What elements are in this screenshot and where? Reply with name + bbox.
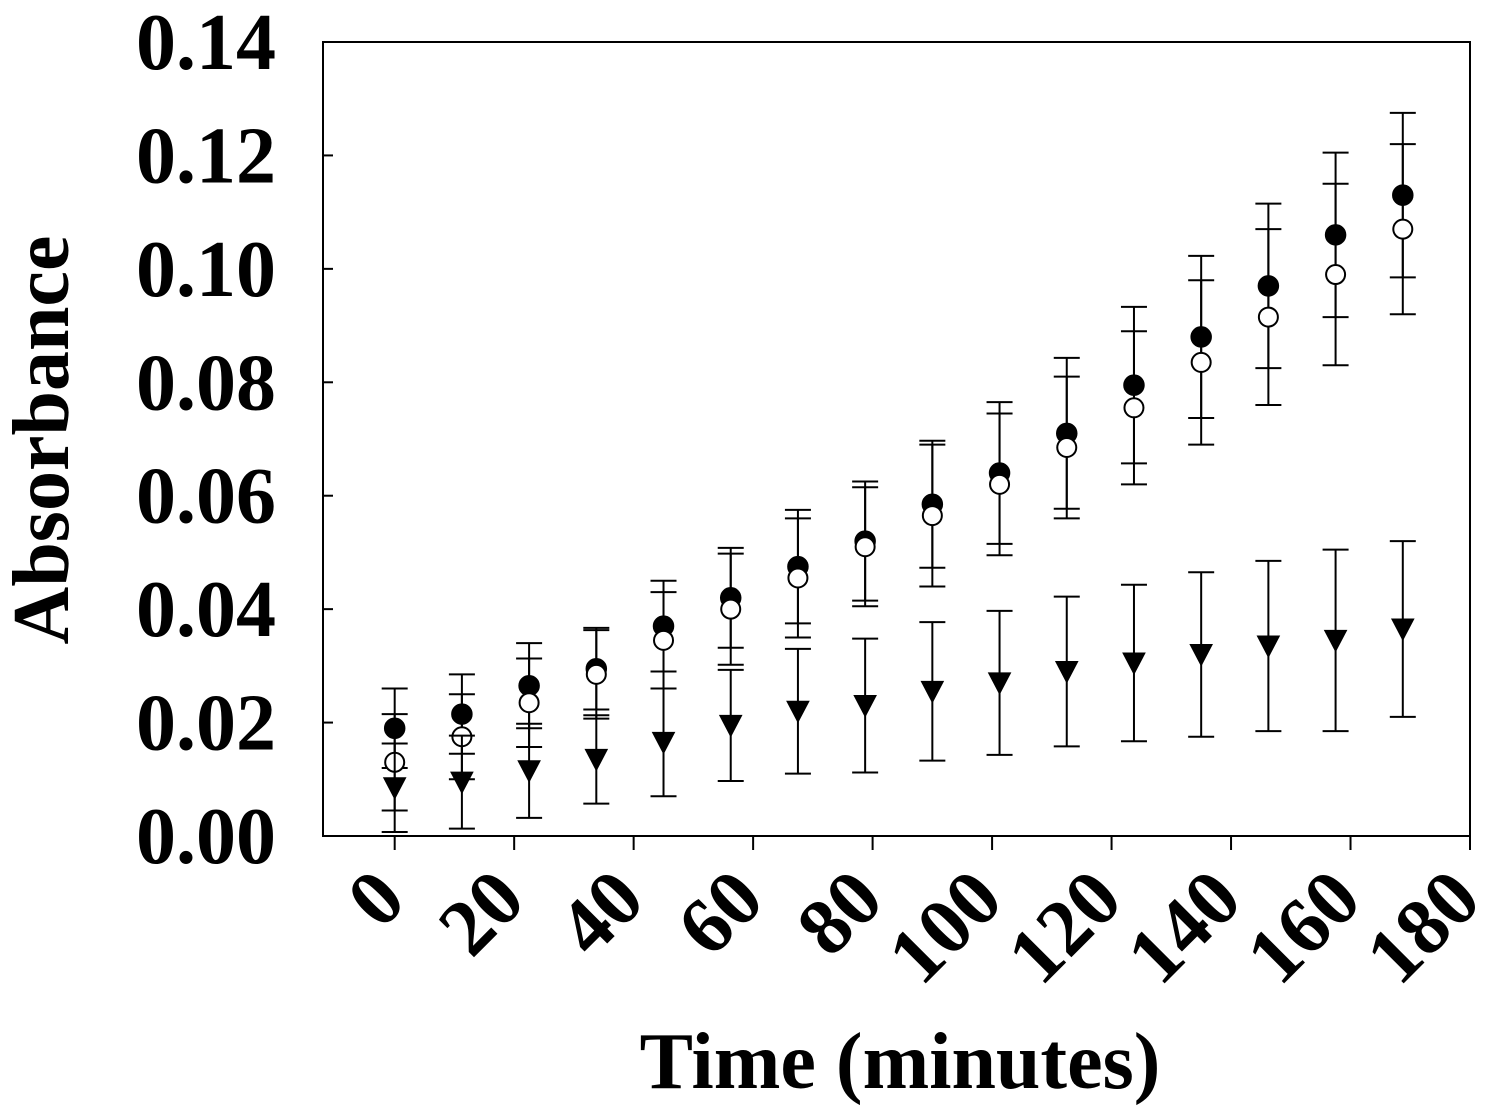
data-point-triangle bbox=[1122, 652, 1146, 676]
data-point-triangle bbox=[1054, 661, 1079, 684]
data-point-open-circle bbox=[1325, 264, 1347, 286]
data-point-open-circle bbox=[787, 567, 809, 589]
x-tick-label: 0 bbox=[331, 854, 422, 945]
data-point-triangle bbox=[584, 748, 609, 772]
data-point-triangle bbox=[450, 771, 474, 795]
data-point-triangle bbox=[853, 695, 877, 718]
x-tick-label: 20 bbox=[422, 854, 541, 973]
series-2 bbox=[381, 143, 1416, 812]
data-series bbox=[381, 111, 1416, 834]
data-point-open-circle bbox=[989, 473, 1011, 495]
x-tick-label: 80 bbox=[781, 854, 900, 973]
series-1 bbox=[381, 111, 1416, 769]
y-tick-label: 0.08 bbox=[136, 339, 276, 427]
y-tick-label: 0.14 bbox=[136, 0, 276, 87]
x-tick-label: 180 bbox=[1350, 854, 1497, 1001]
x-tick-label: 40 bbox=[542, 854, 661, 973]
data-point-open-circle bbox=[653, 629, 675, 651]
data-point-triangle bbox=[987, 672, 1012, 695]
data-point-open-circle bbox=[585, 663, 607, 685]
y-tick-label: 0.06 bbox=[136, 453, 276, 541]
data-point-triangle bbox=[786, 700, 810, 724]
data-point-open-circle bbox=[1257, 306, 1279, 328]
data-point-triangle bbox=[1390, 618, 1415, 642]
x-axis-title: Time (minutes) bbox=[640, 1018, 1161, 1106]
data-point-triangle bbox=[718, 714, 743, 738]
data-point-triangle bbox=[920, 680, 945, 704]
data-point-triangle bbox=[517, 760, 541, 783]
data-point-open-circle bbox=[1123, 397, 1145, 419]
y-axis: 0.00 0.02 0.04 0.06 0.08 0.10 0.12 0.14 bbox=[136, 0, 333, 881]
data-point-triangle bbox=[651, 731, 676, 755]
data-point-open-circle bbox=[720, 598, 742, 620]
y-tick-label: 0.10 bbox=[136, 226, 276, 314]
data-point-triangle bbox=[382, 777, 407, 800]
series-3 bbox=[381, 540, 1416, 834]
y-axis-title: Absorbance bbox=[0, 236, 86, 645]
data-point-open-circle bbox=[1190, 351, 1212, 373]
data-point-open-circle bbox=[921, 505, 943, 527]
y-tick-label: 0.04 bbox=[136, 566, 276, 654]
y-tick-label: 0.00 bbox=[136, 793, 276, 881]
x-tick-label: 100 bbox=[872, 854, 1019, 1001]
data-point-triangle bbox=[1323, 629, 1348, 653]
data-point-open-circle bbox=[1392, 218, 1414, 240]
data-point-triangle bbox=[1256, 635, 1281, 659]
data-point-open-circle bbox=[854, 536, 876, 558]
data-point-open-circle bbox=[518, 692, 540, 714]
x-tick-label: 120 bbox=[991, 854, 1138, 1001]
x-tick-label: 140 bbox=[1111, 854, 1258, 1001]
x-tick-label: 160 bbox=[1230, 854, 1377, 1001]
x-tick-label: 60 bbox=[661, 854, 780, 973]
y-tick-label: 0.12 bbox=[136, 112, 276, 200]
y-tick-label: 0.02 bbox=[136, 680, 276, 768]
data-point-triangle bbox=[1189, 644, 1213, 667]
plot-frame bbox=[322, 41, 1471, 837]
data-point-open-circle bbox=[1056, 437, 1078, 459]
